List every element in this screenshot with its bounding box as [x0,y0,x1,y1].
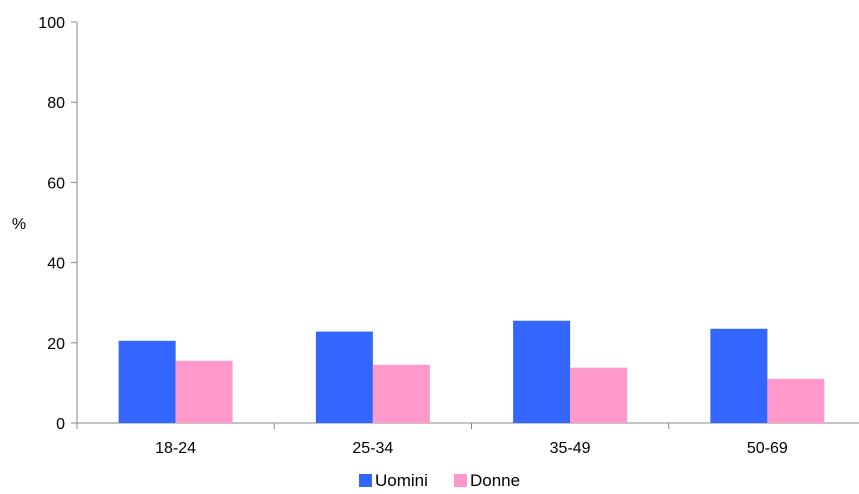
y-tick-label: 0 [56,416,65,433]
bar-donne-35-49 [570,367,628,423]
legend-label-uomini: Uomini [375,471,428,490]
y-tick-label: 60 [47,175,65,192]
y-tick-label: 100 [38,15,65,32]
legend-swatch-uomini [359,474,372,487]
bar-donne-25-34 [372,364,430,423]
bar-uomini-25-34 [315,331,373,423]
bar-donne-50-69 [767,378,825,423]
y-tick-label: 80 [47,95,65,112]
x-tick-label: 18-24 [155,440,196,457]
bar-uomini-35-49 [513,320,571,423]
legend-label-donne: Donne [470,471,520,490]
y-tick-label: 20 [47,336,65,353]
chart-bars [118,320,825,423]
bar-uomini-18-24 [118,340,176,423]
legend-swatch-donne [454,474,467,487]
y-tick-label: 40 [47,256,65,273]
y-axis-label: % [12,216,26,233]
chart-labels: 0 20 40 60 80 100 18-24 25-34 35-49 50-69 [38,15,788,457]
x-tick-label: 50-69 [747,440,788,457]
x-tick-label: 25-34 [352,440,393,457]
chart-legend: Uomini Donne [359,471,520,490]
bar-donne-18-24 [175,360,233,423]
bar-uomini-50-69 [710,328,768,423]
x-tick-label: 35-49 [550,440,591,457]
